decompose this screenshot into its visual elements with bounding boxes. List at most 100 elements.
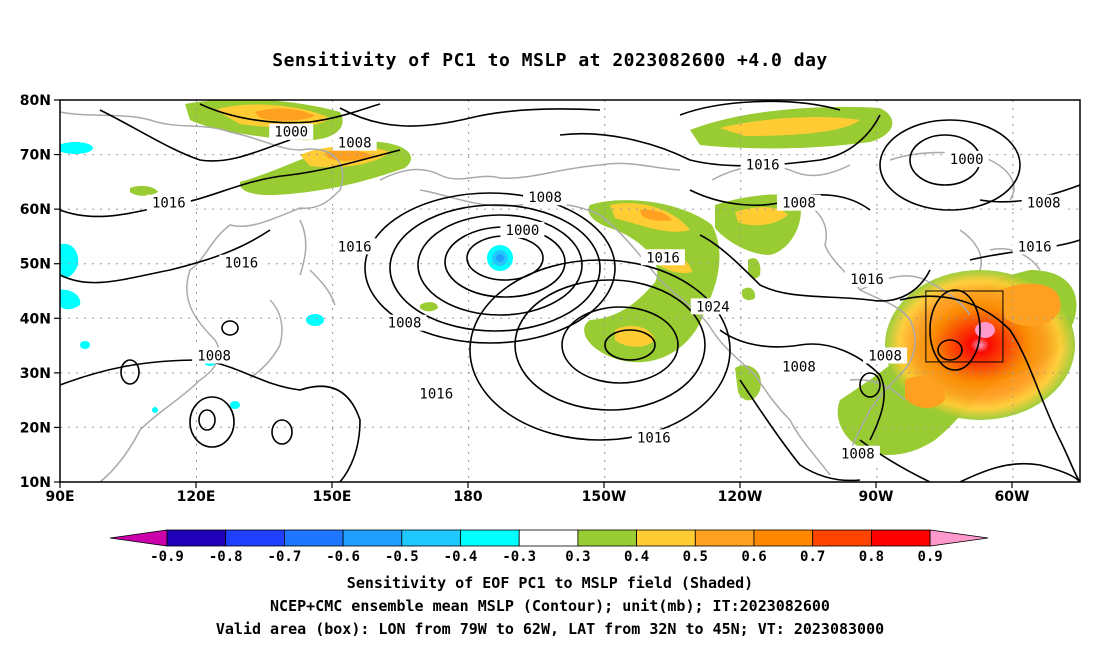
contour-label-bg [414,385,459,402]
caption-shaded: Sensitivity of EOF PC1 to MSLP field (Sh… [346,574,754,592]
latitude-labels: 80N 70N 60N 50N 40N 30N 20N 10N [20,93,60,491]
colorbar-segment [401,529,461,547]
colorbar-label: -0.3 [502,549,536,565]
lon-label: 120E [177,489,216,505]
colorbar-segment [225,529,285,547]
colorbar-segment [753,529,814,547]
lat-label: 10N [20,475,51,491]
contour-label: 1008 [338,136,372,152]
contour-label: 1016 [419,387,453,403]
contour-label-bg [835,445,880,462]
contour-label: 1008 [782,196,816,212]
colorbar-label: 0.4 [624,549,649,565]
contour-label: 1016 [338,239,372,255]
contour-label: 1000 [950,152,984,168]
contour-label-bg [776,358,821,375]
caption-valid-area: Valid area (box): LON from 79W to 62W, L… [215,620,885,638]
contour-label-bg [500,221,545,238]
contour-label: 1016 [646,250,680,266]
contour-label-bg [332,238,377,255]
contour-labels: 1000 1008 1016 1016 1016 1008 1000 1016 1008 1016… [146,123,1066,463]
contour-label-bg [269,123,314,140]
colorbar-label: -0.7 [268,549,302,565]
colorbar-label: -0.4 [444,549,478,565]
contour-label-bg [944,151,989,168]
contour-label: 1008 [1027,196,1061,212]
colorbar-label: -0.9 [150,549,184,565]
colorbar-segment [166,529,227,547]
colorbar-high-tip [929,529,989,547]
lon-label: 90W [859,489,894,505]
colorbar-segment [694,529,755,547]
contour-label-bg [382,314,427,331]
colorbar-label: 0.9 [917,549,942,565]
contour-label-bg [1012,238,1057,255]
colorbar-label: 0.3 [565,549,590,565]
lon-label: 150W [582,489,627,505]
lon-label: 180 [453,489,482,505]
contour-label: 1008 [197,348,231,364]
colorbar-low-tip [109,529,168,547]
contour-label: 1016 [224,256,258,272]
colorbar [109,529,989,547]
map-frame [59,99,1081,483]
colorbar-label: 0.7 [800,549,825,565]
colorbar-label: -0.6 [326,549,360,565]
lon-label: 150E [313,489,352,505]
lat-label: 30N [20,366,51,382]
colorbar-segment [871,529,931,547]
contour-label: 1016 [746,157,780,173]
contour-label-bg [863,347,908,364]
contour-label: 1000 [274,125,308,141]
colorbar-label: -0.8 [209,549,243,565]
colorbar-segment [460,529,520,547]
contour-label-bg [776,194,821,211]
mslp-contours [60,100,1080,482]
colorbar-segment [812,529,872,547]
longitude-labels: 90E 120E 150E 180 150W 120W 90W 60W [45,482,1029,505]
colorbar-labels: -0.9 -0.8 -0.7 -0.6 -0.5 -0.4 -0.3 0.3 0.4 0.5 0.6… [150,549,943,565]
contour-label: 1016 [1018,239,1052,255]
colorbar-label: 0.6 [741,549,766,565]
colorbar-label: 0.8 [859,549,884,565]
contour-label: 1008 [528,190,562,206]
contour-label: 1016 [637,430,671,446]
contour-label-bg [523,189,568,206]
lat-label: 80N [20,93,51,109]
contour-label: 1016 [850,272,884,288]
lat-label: 70N [20,148,51,164]
contour-label-bg [1021,194,1066,211]
contour-label: 1008 [388,316,422,332]
contour-label: 1008 [868,348,902,364]
colorbar-segment [577,529,638,547]
contour-label-bg [631,429,676,446]
lat-label: 40N [20,311,51,327]
contour-label: 1000 [506,223,540,239]
contour-label-bg [740,156,785,173]
colorbar-segment [283,529,344,547]
lon-label: 90E [45,489,74,505]
lat-label: 50N [20,257,51,273]
lon-label: 60W [995,489,1030,505]
contour-label-bg [640,249,685,266]
contour-label: 1008 [841,447,875,463]
contour-label: 1024 [696,299,730,315]
caption-contour: NCEP+CMC ensemble mean MSLP (Contour); u… [270,597,830,615]
colorbar-segment [518,529,579,547]
contour-label-bg [219,254,264,271]
contour-label-bg [690,298,735,315]
contour-label-bg [192,347,237,364]
contour-label-bg [146,194,191,211]
sensitivity-shading [60,100,1077,455]
lon-label: 120W [718,489,763,505]
contour-label: 1008 [782,359,816,375]
valid-area-box [925,290,1004,363]
map-area: 1000 1008 1016 1016 1016 1008 1000 1016 1008 1016… [60,100,1080,482]
colorbar-segment [636,529,696,547]
contour-label: 1016 [152,196,186,212]
colorbar-segment [342,529,403,547]
colorbar-label: -0.5 [385,549,419,565]
map-title: Sensitivity of PC1 to MSLP at 2023082600… [272,50,828,71]
contour-label-bg [332,134,377,151]
